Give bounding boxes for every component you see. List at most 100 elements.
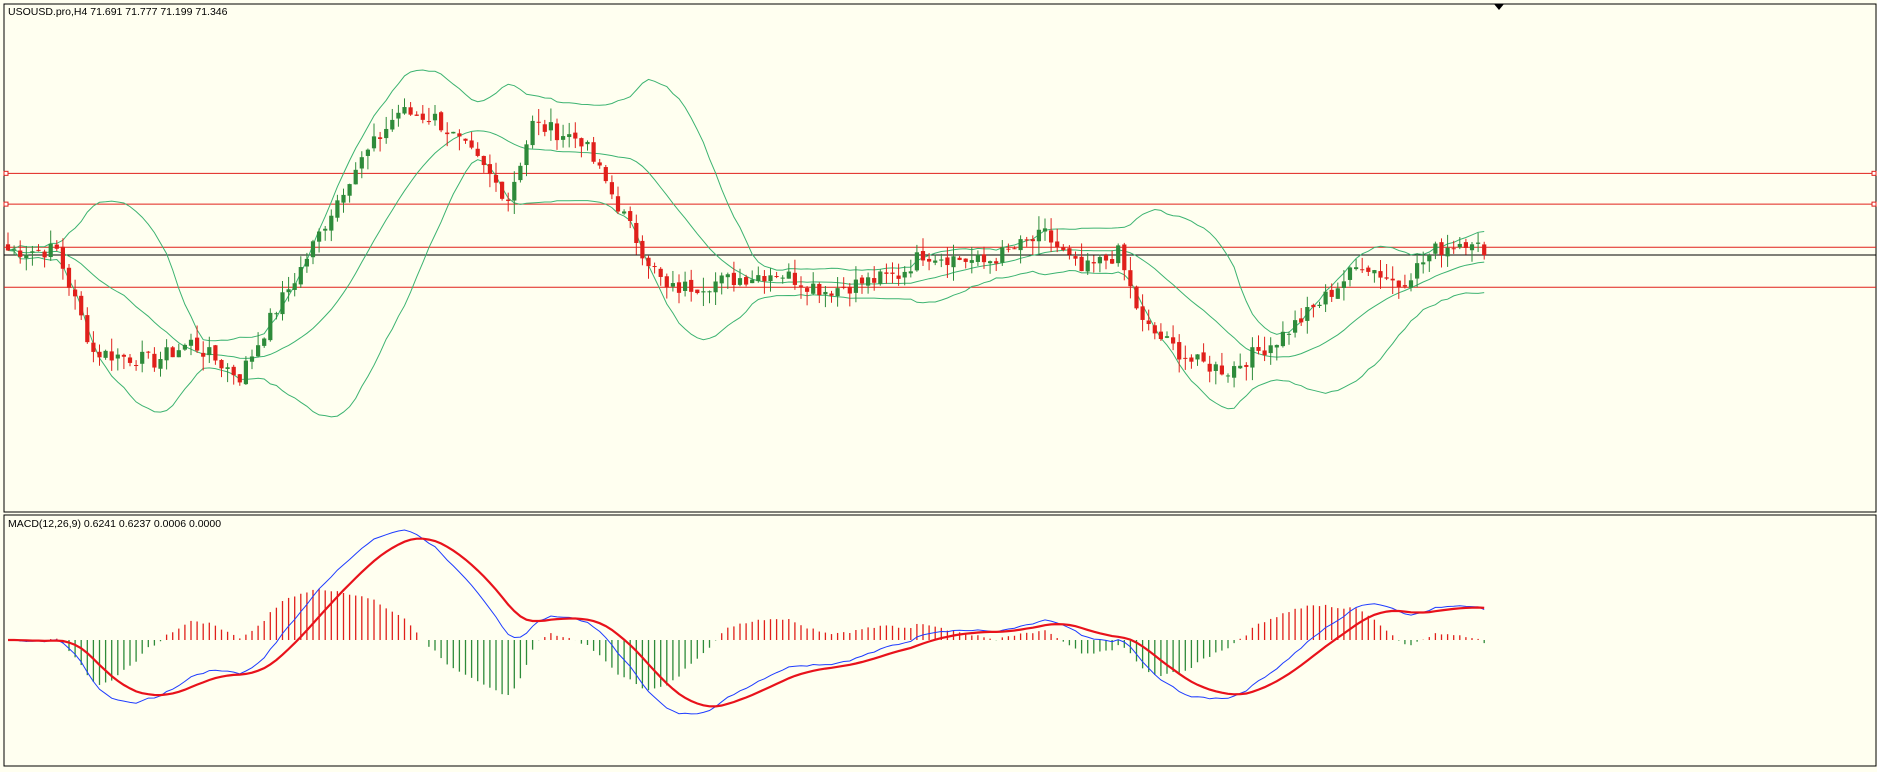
candle-body	[249, 356, 255, 362]
macd-histogram	[13, 588, 1485, 695]
candle-body	[219, 359, 224, 369]
scroll-marker-icon[interactable]	[1494, 4, 1504, 10]
candle-body	[1482, 244, 1487, 256]
candle-body	[329, 215, 334, 231]
candle-body	[420, 113, 425, 120]
candle-body	[542, 124, 547, 132]
candle-body	[146, 351, 151, 353]
candle-body	[506, 199, 511, 201]
candle-body	[975, 254, 980, 262]
candle-body	[1079, 256, 1084, 272]
candle-body	[585, 141, 590, 145]
candle-body	[256, 345, 261, 357]
candle-body	[780, 277, 785, 279]
candle-body	[97, 351, 102, 358]
candle-body	[1274, 344, 1279, 348]
candle-body	[591, 142, 596, 162]
candle-body	[335, 200, 340, 218]
candle-body	[475, 148, 480, 156]
candle-body	[1116, 245, 1121, 264]
candle-body	[811, 283, 816, 294]
candle-body	[1445, 247, 1450, 257]
candle-body	[829, 293, 834, 296]
candle-body	[73, 289, 78, 297]
candle-body	[103, 350, 108, 358]
candle-body	[457, 133, 462, 137]
candle-body	[1049, 230, 1054, 243]
bollinger-upper-line	[7, 69, 1485, 342]
candle-body	[1146, 320, 1151, 325]
candle-body	[140, 351, 145, 364]
candle-body	[1012, 248, 1017, 250]
candle-body	[1256, 347, 1261, 351]
candle-body	[1110, 259, 1115, 264]
candle-body	[60, 246, 65, 269]
candle-body	[1347, 267, 1353, 280]
candle-body	[317, 231, 322, 242]
candle-body	[42, 251, 47, 258]
candle-body	[237, 374, 242, 383]
candle-body	[1384, 277, 1389, 279]
candle-body	[1097, 257, 1102, 264]
candle-body	[5, 244, 11, 251]
candle-body	[792, 272, 797, 285]
candle-body	[786, 271, 791, 279]
candle-body	[609, 182, 614, 195]
candle-body	[1439, 242, 1444, 255]
candle-body	[1183, 357, 1188, 359]
candle-body	[243, 360, 248, 385]
candle-body	[1006, 248, 1011, 250]
candle-body	[1457, 243, 1462, 248]
candle-body	[927, 258, 932, 262]
candle-body	[1195, 354, 1200, 360]
candle-body	[1311, 304, 1316, 308]
candle-body	[737, 278, 743, 285]
candle-body	[1091, 262, 1096, 264]
candle-body	[1042, 228, 1048, 232]
candle-body	[1463, 242, 1468, 248]
candle-body	[561, 136, 566, 140]
candle-body	[615, 196, 621, 212]
candle-body	[731, 272, 736, 286]
candle-body	[24, 254, 29, 259]
price-panel-info: USOUSD.pro,H4 71.691 71.777 71.199 71.34…	[8, 6, 228, 18]
candle-body	[1268, 345, 1273, 354]
candle-body	[768, 275, 773, 282]
candle-body	[432, 113, 438, 121]
candle-body	[188, 339, 194, 346]
candle-body	[493, 174, 499, 183]
candle-body	[1329, 289, 1334, 297]
candle-body	[1372, 270, 1377, 274]
candle-body	[750, 279, 755, 284]
candle-body	[579, 138, 584, 147]
candle-body	[1354, 267, 1359, 270]
candle-body	[1061, 247, 1066, 250]
candle-body	[933, 260, 938, 263]
candle-body	[554, 123, 560, 141]
candle-body	[762, 276, 767, 282]
candle-body	[1451, 248, 1456, 250]
candle-body	[1433, 243, 1438, 254]
candle-body	[1024, 239, 1029, 241]
candle-body	[1323, 291, 1328, 305]
candle-body	[994, 261, 999, 264]
candle-body	[195, 337, 200, 351]
candle-body	[1232, 366, 1237, 378]
candle-body	[573, 132, 578, 139]
candle-body	[18, 250, 23, 257]
level-handle-left	[3, 201, 9, 207]
candle-body	[872, 278, 877, 283]
bollinger-middle-line	[7, 130, 1485, 359]
candle-body	[274, 313, 279, 315]
candle-body	[805, 288, 810, 292]
candle-body	[396, 112, 401, 119]
price-panel-frame	[3, 3, 1877, 513]
candle-body	[231, 366, 236, 376]
level-handle-right	[1871, 201, 1877, 207]
candle-body	[683, 281, 688, 291]
candle-body	[481, 155, 486, 166]
horizontal-levels[interactable]	[3, 170, 1877, 288]
candle-body	[1219, 365, 1224, 375]
